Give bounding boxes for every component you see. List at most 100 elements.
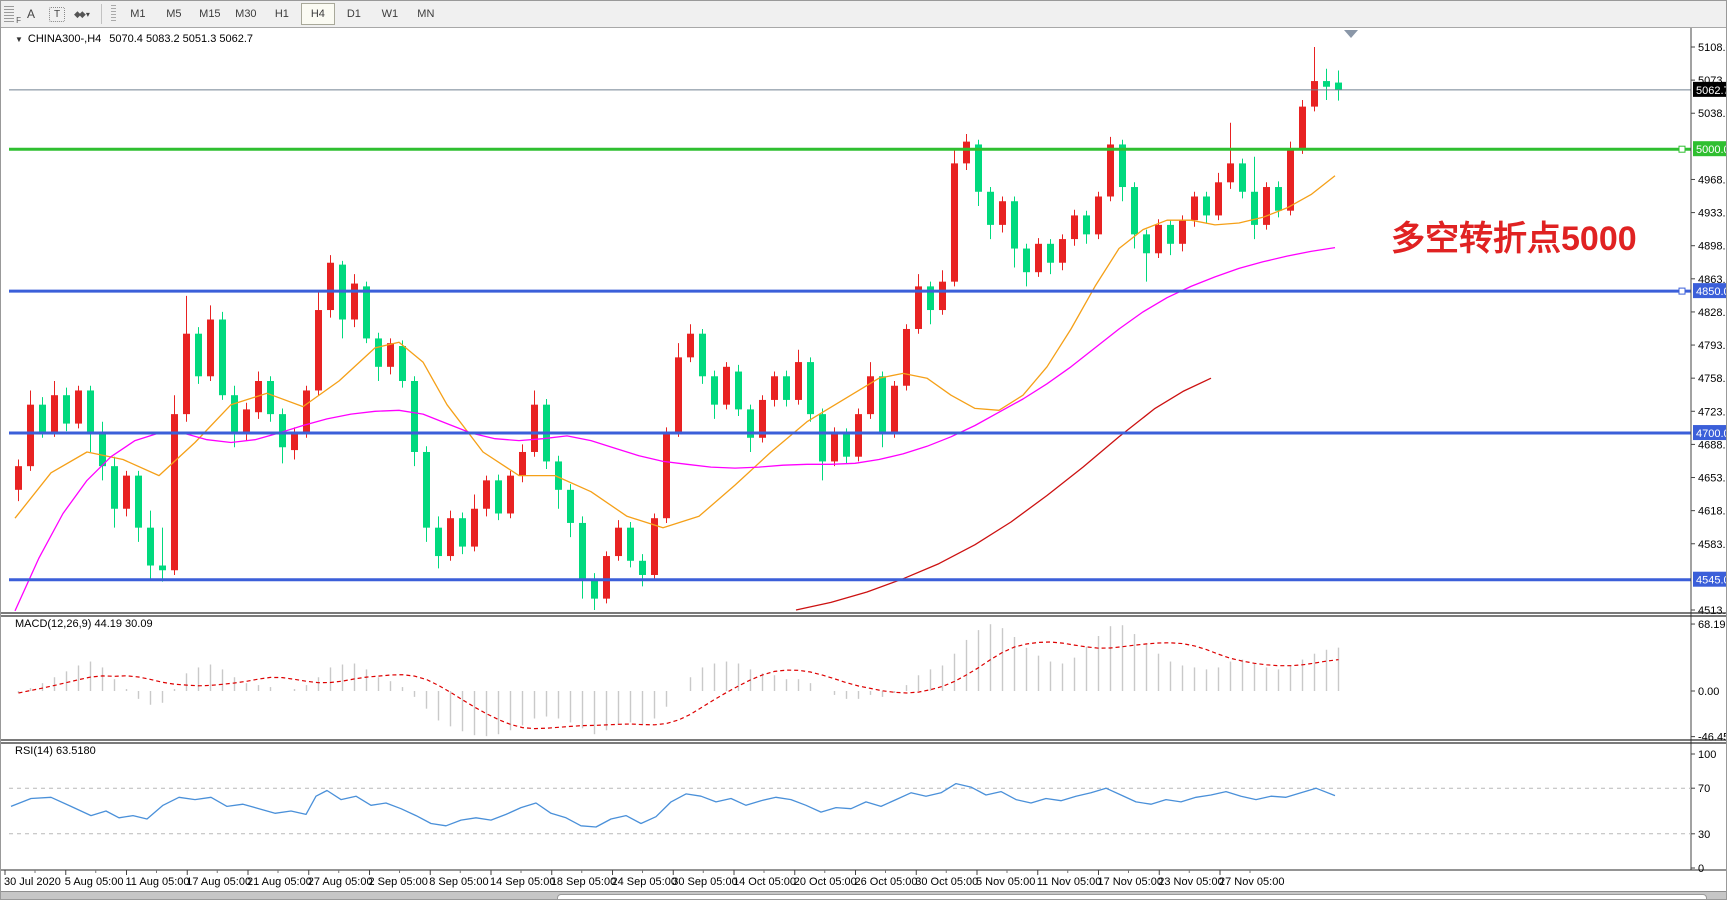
macd-signal-line [18,641,1339,730]
top-toolbar: F A T ◆◆ ▾ M1 M5 M15 M30 H1 H4 D1 W1 MN [1,1,1726,28]
candle [963,141,970,164]
date-label: 17 Nov 05:00 [1098,876,1163,888]
candle [291,433,298,451]
timeframe-button-MN[interactable]: MN [417,8,435,20]
toolbar-grip2 [110,5,116,23]
arrow-objects-button[interactable]: ◆◆ [74,8,86,19]
candle [1215,182,1222,216]
candle [1011,201,1018,249]
rsi-line [10,782,1336,828]
timeframe-button-H4[interactable]: H4 [300,3,335,25]
hline-handle[interactable] [1678,145,1686,153]
rsi-tick-label: 100 [1698,749,1716,761]
candle [447,518,454,557]
text-annotation-tool-button[interactable]: A [26,7,35,21]
price-annotation-text[interactable]: 多空转折点5000 [1391,220,1637,258]
candle [603,556,610,599]
timeframe-button-W1[interactable]: W1 [381,8,399,20]
mid-ma-line [14,246,1336,612]
rsi-tick-label: 70 [1698,783,1710,795]
chart-symbol-timeframe: CHINA300-,H4 [27,33,102,45]
candle [711,376,718,405]
candle [1107,144,1114,197]
candle [915,286,922,329]
text-label-tool-button[interactable]: T [49,6,65,22]
chart-collapse-icon[interactable]: ▼ [15,35,23,44]
candle [975,144,982,192]
candle [327,262,334,311]
fast-ma-line [14,175,1336,529]
candle [1155,224,1162,254]
candle [147,527,154,566]
candle [111,466,118,509]
candle [1131,187,1138,235]
candle [735,371,742,410]
timeframe-button-M5[interactable]: M5 [166,8,182,20]
timeframe-button-M30[interactable]: M30 [235,8,257,20]
price-tick-label: 4758.0 [1698,373,1727,385]
toolbar-separator [100,4,102,24]
candle [783,376,790,400]
slow-ma-line [795,377,1212,611]
date-label: 5 Nov 05:00 [976,876,1035,888]
candle [507,475,514,514]
arrow-objects-dropdown-icon[interactable]: ▾ [85,9,90,19]
candle [1095,196,1102,235]
toolbar-grip-icon[interactable]: F [4,6,21,25]
price-badge-label: 5000.0 [1696,144,1727,156]
chart-window[interactable]: 5108.05073.05038.04968.04933.04898.04863… [1,28,1727,891]
macd-tick-label: -46.45 [1698,732,1727,744]
price-badge-label: 4850.0 [1696,286,1727,298]
timeframe-button-M1[interactable]: M1 [130,8,146,20]
chart-canvas[interactable]: 5108.05073.05038.04968.04933.04898.04863… [1,28,1727,891]
candle [867,376,874,415]
horizontal-scrollbar[interactable] [1,891,1726,899]
price-badge [1693,571,1726,587]
hline-handle[interactable] [1678,287,1686,295]
date-label: 30 Jul 2020 [4,876,61,888]
price-tick-label: 5108.0 [1698,42,1727,54]
candle [87,390,94,434]
candle [1203,196,1210,216]
date-label: 11 Nov 05:00 [1037,876,1102,888]
candle [891,385,898,434]
candle [807,362,814,415]
price-tick-label: 4828.0 [1698,307,1727,319]
candle [123,475,130,509]
candle [927,286,934,311]
candle [1023,248,1030,273]
candle [555,461,562,490]
candle [1251,191,1258,225]
candle [1227,163,1234,183]
date-label: 24 Sep 05:00 [612,876,677,888]
chart-shift-marker-icon [1344,30,1358,38]
timeframe-button-D1[interactable]: D1 [346,8,361,20]
date-label: 5 Aug 05:00 [65,876,124,888]
scrollbar-thumb[interactable] [557,894,1707,899]
candle [219,319,226,396]
rsi-tick-label: 0 [1698,863,1704,875]
candle [771,376,778,400]
date-label: 30 Oct 05:00 [915,876,978,888]
candle [231,395,238,434]
candle [471,508,478,547]
candle [243,409,250,434]
date-label: 14 Oct 05:00 [733,876,796,888]
candle [531,404,538,452]
candle [159,565,166,571]
date-label: 26 Oct 05:00 [855,876,918,888]
candle [951,163,958,282]
timeframe-button-H1[interactable]: H1 [274,8,289,20]
candle [831,433,838,462]
candle [495,480,502,514]
chart-title: ▼ CHINA300-,H4 5070.4 5083.2 5051.3 5062.7 [15,33,253,45]
candle [435,527,442,557]
date-label: 2 Sep 05:00 [369,876,428,888]
timeframe-button-M15[interactable]: M15 [199,8,221,20]
date-label: 27 Aug 05:00 [308,876,373,888]
candle [387,343,394,367]
price-badge [1693,81,1726,97]
candle [1035,243,1042,273]
candle [399,345,406,382]
candle [759,399,766,438]
